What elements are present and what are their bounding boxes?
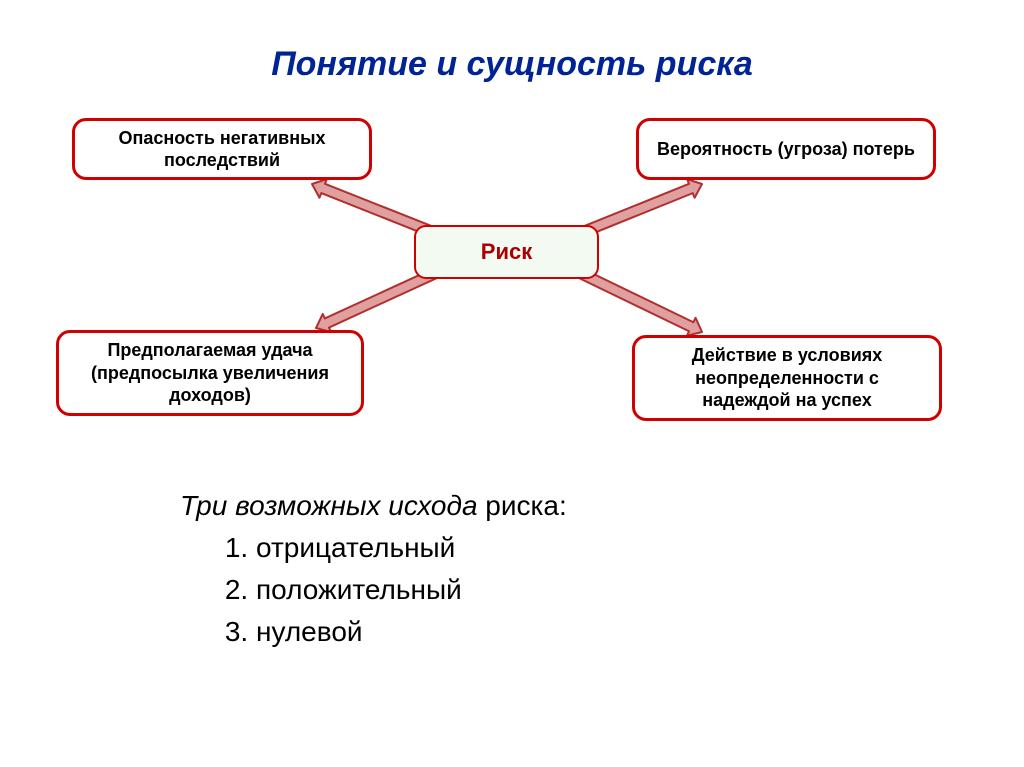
center-node-risk: Риск [414,225,599,279]
node-bottom-right: Действие в условиях неопределенности с н… [632,335,942,421]
node-label: Вероятность (угроза) потерь [657,138,915,161]
node-label: Предполагаемая удача (предпосылка увелич… [73,339,347,407]
node-top-right: Вероятность (угроза) потерь [636,118,936,180]
outcomes-heading: Три возможных исхода риска: [180,490,567,522]
outcomes-heading-italic: Три возможных исхода [180,490,478,521]
outcomes-heading-rest: риска: [478,490,567,521]
node-bottom-left: Предполагаемая удача (предпосылка увелич… [56,330,364,416]
center-node-label: Риск [481,238,532,266]
node-label: Действие в условиях неопределенности с н… [649,344,925,412]
outcome-item: нулевой [256,616,567,648]
outcomes-section: Три возможных исхода риска: отрицательны… [180,490,567,658]
outcomes-list: отрицательный положительный нулевой [180,532,567,648]
outcome-item: положительный [256,574,567,606]
node-label: Опасность негативных последствий [89,127,355,172]
outcome-item: отрицательный [256,532,567,564]
node-top-left: Опасность негативных последствий [72,118,372,180]
